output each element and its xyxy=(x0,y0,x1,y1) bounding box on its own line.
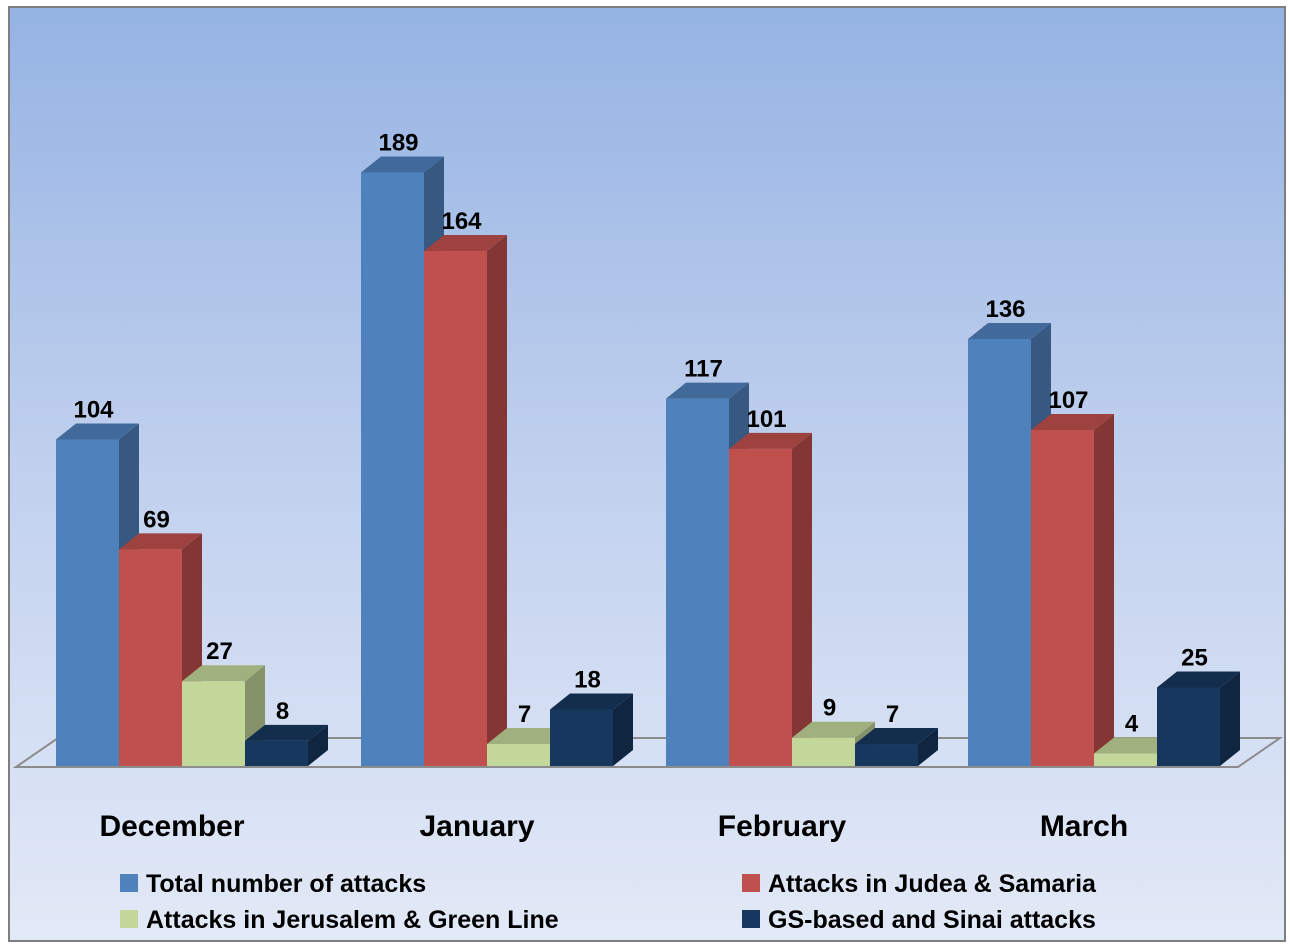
bar-top xyxy=(550,693,633,710)
bar xyxy=(666,398,729,766)
bar-top xyxy=(182,665,265,682)
data-label: 4 xyxy=(1125,710,1139,737)
bar-top xyxy=(119,533,202,550)
bar-top xyxy=(1157,671,1240,688)
data-label: 27 xyxy=(206,638,233,665)
bar-side xyxy=(1220,671,1240,766)
legend-label: Attacks in Judea & Samaria xyxy=(768,870,1097,898)
legend-swatch xyxy=(120,874,138,892)
category-label: January xyxy=(419,810,534,843)
category-label: December xyxy=(99,810,244,843)
bar xyxy=(182,681,245,766)
bar xyxy=(361,172,424,767)
bar xyxy=(56,439,119,766)
data-label: 25 xyxy=(1181,645,1208,672)
chart-floor xyxy=(12,737,1284,768)
data-label: 18 xyxy=(574,666,601,693)
bar xyxy=(424,251,487,767)
bar xyxy=(792,737,855,766)
bar-top xyxy=(855,728,938,745)
data-label: 104 xyxy=(73,396,114,423)
bar xyxy=(968,338,1031,766)
legend-swatch xyxy=(742,910,760,928)
bar-side xyxy=(613,693,633,766)
legend-label: GS-based and Sinai attacks xyxy=(768,906,1096,934)
data-label: 136 xyxy=(985,296,1025,323)
legend-swatch xyxy=(120,910,138,928)
category-label: March xyxy=(1040,810,1128,843)
bar xyxy=(729,448,792,766)
bar-top xyxy=(729,432,812,449)
data-label: 117 xyxy=(684,356,723,383)
data-label: 7 xyxy=(886,701,899,728)
bar-top xyxy=(424,235,507,252)
bar xyxy=(855,744,918,766)
chart-frame: 104 69 27 8 December 189 164 7 18 January 117 101 9 7… xyxy=(8,6,1286,942)
category-label: February xyxy=(718,810,847,843)
data-label: 107 xyxy=(1048,387,1088,414)
bar xyxy=(1031,430,1094,766)
bar-top xyxy=(56,423,139,440)
bar xyxy=(245,740,308,766)
bar-side xyxy=(918,728,938,766)
bar-top xyxy=(245,724,328,741)
data-label: 8 xyxy=(276,698,289,725)
bar-top xyxy=(792,721,875,738)
bar-top xyxy=(968,322,1051,339)
bar-top xyxy=(1094,737,1177,754)
legend-swatch xyxy=(742,874,760,892)
data-label: 69 xyxy=(143,506,170,533)
bar xyxy=(487,744,550,766)
bar-side xyxy=(487,235,507,767)
bar xyxy=(1094,753,1157,766)
data-label: 189 xyxy=(378,130,418,157)
bar-side xyxy=(308,724,328,766)
bar xyxy=(119,549,182,766)
legend-label: Attacks in Jerusalem & Green Line xyxy=(146,906,559,934)
bar-top xyxy=(666,382,749,399)
data-label: 9 xyxy=(823,695,836,722)
chart-plot: 104 69 27 8 December 189 164 7 18 January 117 101 9 7… xyxy=(12,130,1284,934)
bar-side xyxy=(792,432,812,766)
bar-side xyxy=(1094,414,1114,766)
bar xyxy=(1157,687,1220,766)
bar xyxy=(550,709,613,766)
data-label: 7 xyxy=(518,701,531,728)
data-label: 164 xyxy=(441,208,482,235)
data-label: 101 xyxy=(746,406,786,433)
bar-top xyxy=(1031,414,1114,431)
bar-top xyxy=(361,156,444,173)
bar-top xyxy=(487,728,570,745)
legend-label: Total number of attacks xyxy=(146,870,426,898)
